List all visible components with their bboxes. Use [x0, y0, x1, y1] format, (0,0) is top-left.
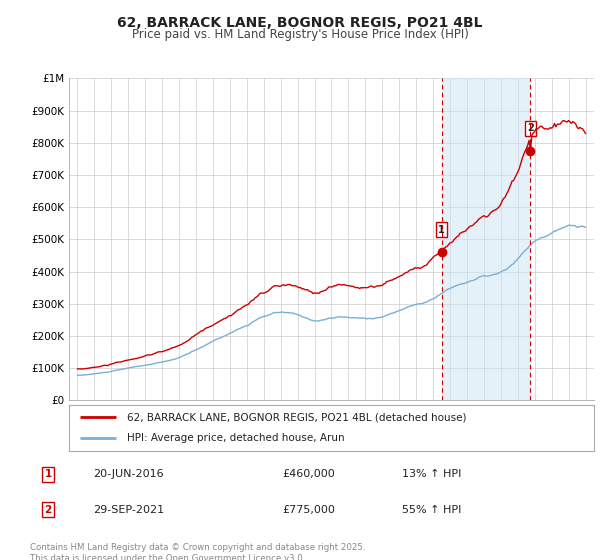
Text: 2: 2	[44, 505, 52, 515]
Text: £775,000: £775,000	[282, 505, 335, 515]
Text: 13% ↑ HPI: 13% ↑ HPI	[402, 469, 461, 479]
Text: 1: 1	[438, 225, 445, 235]
Text: 62, BARRACK LANE, BOGNOR REGIS, PO21 4BL (detached house): 62, BARRACK LANE, BOGNOR REGIS, PO21 4BL…	[127, 412, 466, 422]
Text: Contains HM Land Registry data © Crown copyright and database right 2025.
This d: Contains HM Land Registry data © Crown c…	[30, 543, 365, 560]
Text: 20-JUN-2016: 20-JUN-2016	[93, 469, 164, 479]
Text: HPI: Average price, detached house, Arun: HPI: Average price, detached house, Arun	[127, 433, 344, 444]
Text: 1: 1	[44, 469, 52, 479]
Bar	[442, 78, 530, 400]
Text: Price paid vs. HM Land Registry's House Price Index (HPI): Price paid vs. HM Land Registry's House …	[131, 28, 469, 41]
Text: 62, BARRACK LANE, BOGNOR REGIS, PO21 4BL: 62, BARRACK LANE, BOGNOR REGIS, PO21 4BL	[117, 16, 483, 30]
Text: 55% ↑ HPI: 55% ↑ HPI	[402, 505, 461, 515]
Text: 2: 2	[527, 123, 534, 133]
Text: £460,000: £460,000	[282, 469, 335, 479]
Text: 29-SEP-2021: 29-SEP-2021	[93, 505, 164, 515]
